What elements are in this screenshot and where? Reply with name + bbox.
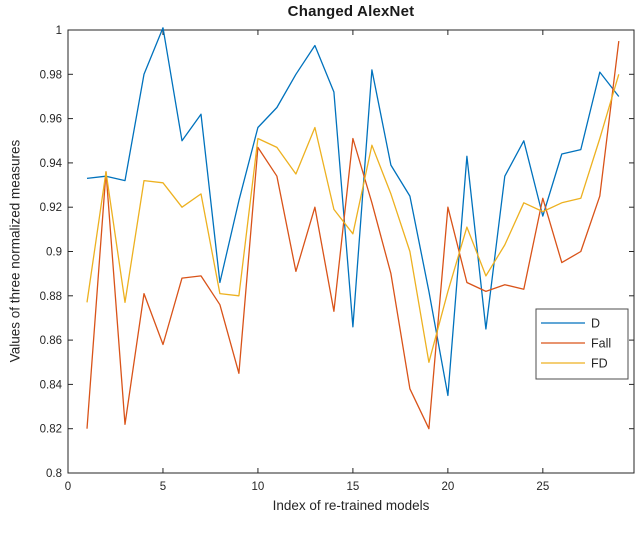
y-tick-label: 1 (56, 25, 62, 37)
y-tick-label: 0.94 (40, 158, 63, 170)
x-axis-label: Index of re-trained models (272, 498, 430, 513)
y-tick-label: 0.86 (40, 335, 62, 347)
x-tick-label: 5 (160, 481, 166, 493)
y-tick-label: 0.84 (40, 379, 63, 391)
legend-box (535, 308, 629, 380)
series-line-FD (86, 74, 620, 363)
y-tick-label: 0.9 (46, 247, 62, 259)
axes-box (67, 29, 635, 474)
y-tick-label: 0.92 (40, 202, 62, 214)
y-tick-label: 0.82 (40, 424, 62, 436)
y-tick-label: 0.98 (40, 69, 62, 81)
x-tick-label: 10 (252, 481, 265, 493)
chart-title: Changed AlexNet (287, 3, 415, 20)
x-tick-label: 0 (65, 481, 71, 493)
y-tick-label: 0.96 (40, 114, 62, 126)
y-axis-label: Values of three normalized measures (7, 139, 23, 363)
y-tick-label: 0.8 (46, 468, 62, 480)
x-tick-label: 25 (536, 481, 549, 493)
y-tick-label: 0.88 (40, 291, 62, 303)
legend-label-Fall: Fall (591, 337, 611, 351)
series-line-D (86, 27, 620, 397)
legend-label-FD: FD (591, 357, 608, 371)
x-tick-label: 15 (347, 481, 360, 493)
legend-label-D: D (591, 317, 600, 331)
x-tick-label: 20 (441, 481, 454, 493)
series-line-Fall (86, 41, 620, 430)
